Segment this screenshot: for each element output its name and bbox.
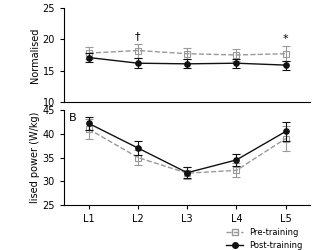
Legend: Pre-training, Post-training: Pre-training, Post-training [223, 224, 306, 250]
Text: *: * [283, 34, 289, 43]
Text: B: B [69, 113, 76, 123]
Y-axis label: Normalised: Normalised [30, 27, 40, 83]
Text: †: † [135, 32, 141, 42]
Y-axis label: lised power (W/kg): lised power (W/kg) [30, 112, 40, 203]
